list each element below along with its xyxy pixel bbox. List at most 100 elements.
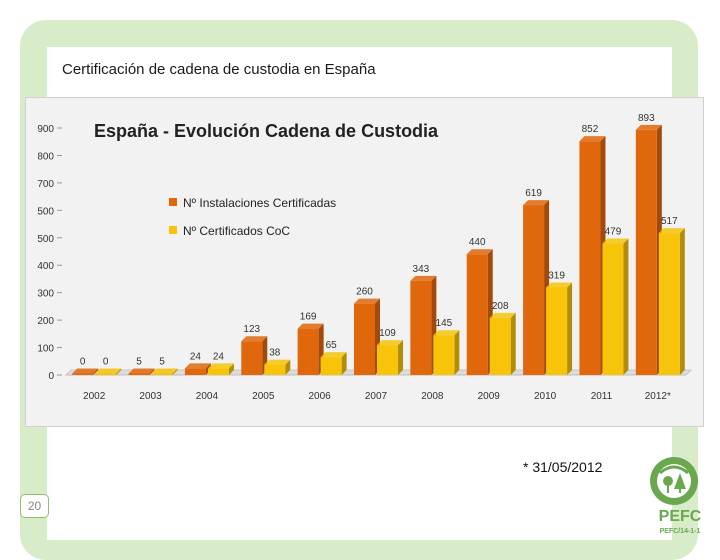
bar-instalaciones-top [128,368,155,374]
bar-certificados-top [320,352,347,358]
bar-certificados-side [567,282,573,375]
legend-label: Nº Certificados CoC [183,224,290,238]
label-instalaciones: 260 [356,287,373,298]
bar-instalaciones [523,205,545,375]
bar-certificados [95,373,117,375]
bar-certificados-top [489,312,516,318]
x-tick-label: 2006 [309,391,332,402]
label-certificados: 479 [605,227,622,238]
bar-certificados [264,364,286,375]
legend-swatch [169,226,177,234]
bar-instalaciones [354,303,375,375]
label-instalaciones: 440 [469,237,486,248]
label-instalaciones: 619 [525,188,542,199]
label-certificados: 65 [326,340,338,351]
bar-certificados-side [341,352,347,375]
bar-instalaciones-top [184,363,211,369]
bar-instalaciones-top [635,124,662,130]
bar-instalaciones-top [297,323,324,329]
bar-instalaciones-side [149,368,155,375]
label-certificados: 38 [269,348,281,359]
bar-certificados-top [207,363,234,369]
bar-instalaciones-top [466,249,493,255]
label-certificados: 319 [548,270,565,281]
bar-instalaciones-top [410,275,437,281]
label-certificados: 109 [379,328,396,339]
x-tick-label: 2002 [83,391,106,402]
chart-container: 0 100 200 300 400 500 500 700 800 900 0 0 2002 5 5 2003… [25,97,704,427]
bar-certificados-side [228,363,234,375]
bar-certificados-top [264,359,291,365]
y-tick-label: 800 [37,151,54,162]
footnote: * 31/05/2012 [523,459,603,475]
bar-certificados [320,357,342,375]
bar-certificados [433,335,455,375]
bar-certificados-top [602,238,629,244]
y-tick-label: 900 [37,124,54,135]
label-instalaciones: 123 [243,324,260,335]
bar-chart: 0 100 200 300 400 500 500 700 800 900 0 0 2002 5 5 2003… [37,113,693,402]
legend-swatch [169,198,177,206]
bar-instalaciones [128,373,150,375]
tree-icon [663,476,673,486]
bar-instalaciones-side [93,368,99,375]
bar-instalaciones [410,280,432,375]
bar-instalaciones [241,341,263,375]
label-instalaciones: 5 [136,357,142,368]
bar-certificados-top [95,368,122,374]
label-certificados: 208 [492,301,509,312]
bar-instalaciones-top [241,336,268,342]
pefc-logo-sub: PEFC/14-1-1 [660,528,701,535]
bar-certificados-top [546,282,573,288]
label-instalaciones: 893 [638,113,655,124]
bar-certificados [377,345,398,375]
y-tick-label: 500 [37,206,54,217]
bar-certificados-side [623,238,629,375]
label-instalaciones: 24 [190,351,202,362]
bar-instalaciones-top [523,200,550,206]
y-tick-label: 500 [37,234,54,245]
y-tick-label: 700 [37,179,54,190]
x-tick-label: 2003 [139,391,162,402]
x-tick-label: 2009 [478,391,501,402]
y-tick-label: 400 [37,261,54,272]
x-tick-label: 2008 [421,391,444,402]
bar-instalaciones-top [72,368,99,374]
bar-certificados-top [658,228,685,234]
pefc-logo-text: PEFC [659,508,702,525]
label-certificados: 517 [661,216,678,227]
bar-instalaciones [635,129,657,375]
x-tick-label: 2011 [591,391,613,402]
bar-certificados [207,368,229,375]
bar-instalaciones [297,328,319,375]
bar-certificados [489,317,511,375]
bar-certificados-top [433,330,460,336]
bar-instalaciones [466,254,488,375]
bar-certificados [151,373,173,375]
label-certificados: 24 [213,351,225,362]
bar-certificados-top [377,340,403,346]
x-tick-label: 2005 [252,391,275,402]
bar-certificados [546,287,568,375]
bar-instalaciones [72,373,94,375]
bar-instalaciones [184,368,206,375]
chart-title: España - Evolución Cadena de Custodia [94,121,439,141]
x-tick-label: 2007 [365,391,388,402]
bar-certificados-side [398,340,403,375]
bar-instalaciones-top [579,136,606,142]
bar-certificados-top [151,368,178,374]
bar-instalaciones [579,141,601,375]
page-number: 20 [20,494,49,518]
pine-tree-icon [674,473,686,489]
slide-title: Certificación de cadena de custodia en E… [62,61,376,78]
bar-certificados [602,243,624,375]
label-instalaciones: 852 [582,124,599,135]
x-tick-label: 2012* [645,391,671,402]
x-tick-label: 2010 [534,391,557,402]
label-instalaciones: 0 [80,357,86,368]
bar-certificados-side [285,359,291,375]
x-tick-label: 2004 [196,391,219,402]
bar-instalaciones-top [354,298,380,304]
pefc-logo: PEFC PEFC/14-1-1 [644,451,714,536]
bar-certificados-side [510,312,516,375]
